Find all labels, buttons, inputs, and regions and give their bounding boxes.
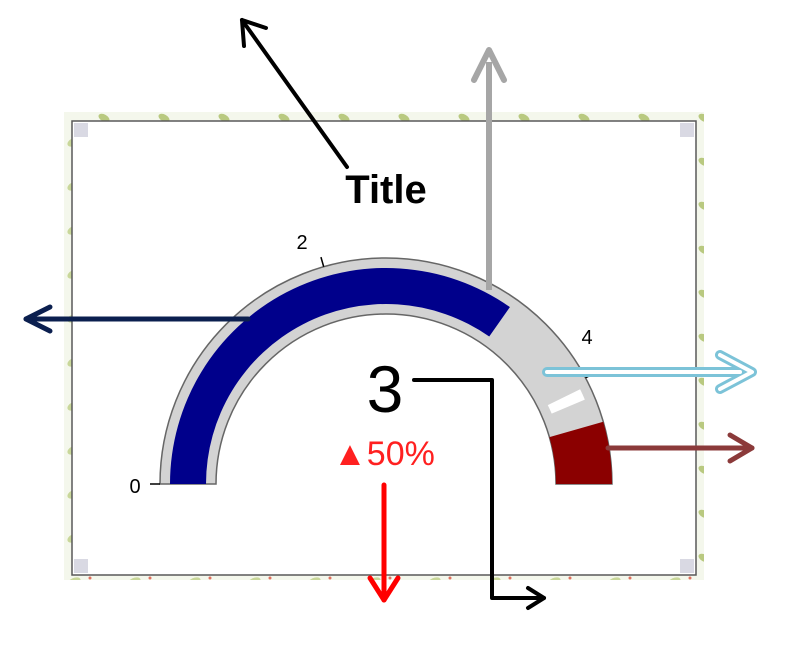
arrow-value bbox=[412, 378, 546, 610]
gauge-max-band bbox=[549, 421, 612, 484]
arrow-target-marker bbox=[542, 350, 757, 394]
corner-handle-top-right[interactable] bbox=[680, 123, 694, 137]
corner-handle-top-left[interactable] bbox=[74, 123, 88, 137]
tick-label-min: 0 bbox=[129, 476, 140, 498]
delta-label: ▲50% bbox=[333, 435, 435, 473]
arrow-max-band bbox=[605, 432, 755, 464]
gauge-value-bar bbox=[170, 268, 510, 484]
corner-handle-bottom-right[interactable] bbox=[680, 559, 694, 573]
tick-mark-mid bbox=[320, 256, 325, 267]
arrow-track bbox=[471, 47, 507, 290]
gauge-value: 3 bbox=[367, 352, 404, 426]
tick-label-mid: 2 bbox=[296, 232, 307, 254]
tick-label-max: 4 bbox=[581, 327, 592, 349]
arrow-delta bbox=[367, 482, 401, 603]
arrow-title bbox=[240, 18, 349, 169]
corner-handle-bottom-left[interactable] bbox=[74, 559, 88, 573]
gauge-target-marker bbox=[547, 389, 585, 414]
gauge-title: Title bbox=[345, 168, 427, 212]
arrow-value-bar bbox=[23, 304, 251, 334]
